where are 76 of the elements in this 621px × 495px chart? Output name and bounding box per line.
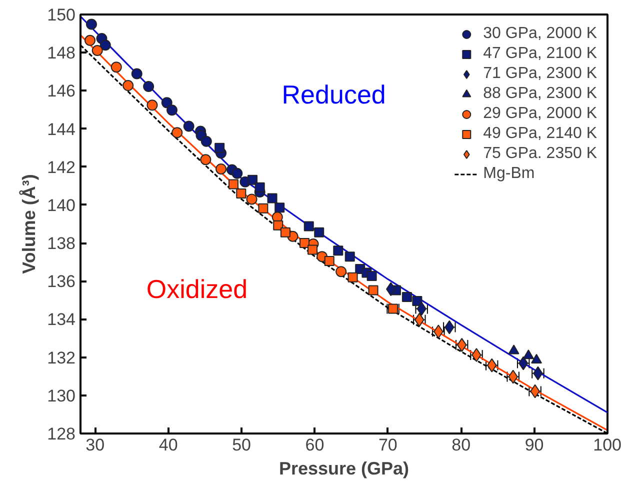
point: [348, 272, 358, 282]
point: [508, 344, 520, 354]
legend-label: Mg-Bm: [483, 164, 535, 184]
point: [146, 100, 158, 111]
legend-label: 29 GPa, 2000 K: [483, 104, 597, 124]
x-tick-label: 100: [593, 436, 621, 454]
point: [368, 285, 378, 296]
legend-label: 49 GPa, 2140 K: [483, 124, 597, 144]
y-tick-label: 138: [47, 234, 76, 254]
x-tick-label: 60: [305, 436, 324, 454]
y-axis-title: Volume (Å³): [19, 174, 40, 274]
y-tick-label: 146: [47, 82, 76, 101]
x-tick-label: 80: [452, 436, 471, 454]
point: [110, 62, 122, 73]
y-tick-label: 128: [47, 424, 76, 444]
y-tick-label: 134: [47, 310, 76, 330]
point: [254, 182, 265, 192]
point: [248, 174, 258, 185]
point: [324, 256, 334, 266]
point: [246, 194, 258, 205]
point: [412, 296, 422, 306]
point: [200, 154, 212, 166]
x-tick-label: 90: [524, 436, 544, 454]
point: [267, 193, 278, 204]
y-tick-label: 140: [47, 196, 76, 215]
point: [92, 45, 103, 56]
point: [522, 350, 534, 360]
point: [166, 104, 178, 116]
point: [131, 68, 142, 80]
legend-label: 75 GPa. 2350 K: [483, 144, 597, 164]
y-tick-label: 144: [47, 120, 76, 139]
point: [216, 163, 227, 174]
point: [299, 238, 310, 248]
legend-label: 71 GPa, 2300 K: [483, 64, 597, 84]
point: [200, 136, 212, 147]
x-axis-title: Pressure (GPa): [278, 458, 410, 478]
point: [333, 246, 344, 256]
annotation: Oxidized: [146, 274, 248, 304]
point: [304, 221, 314, 232]
point: [274, 202, 285, 213]
point: [232, 168, 243, 179]
point: [336, 266, 347, 278]
point: [280, 227, 290, 238]
point: [366, 270, 377, 281]
legend-label: 30 GPa, 2000 K: [483, 24, 597, 44]
point: [314, 227, 324, 238]
point: [236, 188, 246, 199]
y-tick-label: 132: [47, 348, 76, 368]
point: [531, 354, 542, 364]
point: [161, 97, 172, 108]
point: [258, 203, 268, 214]
annotation: Reduced: [282, 80, 386, 110]
point: [183, 120, 194, 132]
y-tick-label: 150: [47, 6, 76, 24]
y-tick-label: 142: [47, 158, 76, 177]
y-tick-label: 148: [47, 44, 76, 63]
point: [228, 179, 238, 190]
point: [402, 292, 412, 302]
point: [214, 142, 225, 153]
y-tick-label: 130: [47, 386, 76, 406]
point: [344, 252, 355, 262]
point: [172, 127, 183, 138]
point: [86, 18, 97, 30]
point: [143, 81, 154, 92]
x-tick-label: 30: [86, 436, 105, 454]
point: [122, 80, 134, 92]
y-tick-label: 136: [47, 272, 76, 292]
point: [84, 34, 96, 46]
legend-label: 88 GPa, 2300 K: [483, 84, 597, 104]
legend-label: 47 GPa, 2100 K: [483, 44, 597, 64]
x-tick-label: 50: [232, 436, 251, 454]
x-tick-label: 40: [158, 436, 178, 454]
x-tick-label: 70: [378, 436, 398, 454]
point: [273, 220, 284, 230]
point: [308, 244, 318, 255]
point: [100, 40, 111, 51]
